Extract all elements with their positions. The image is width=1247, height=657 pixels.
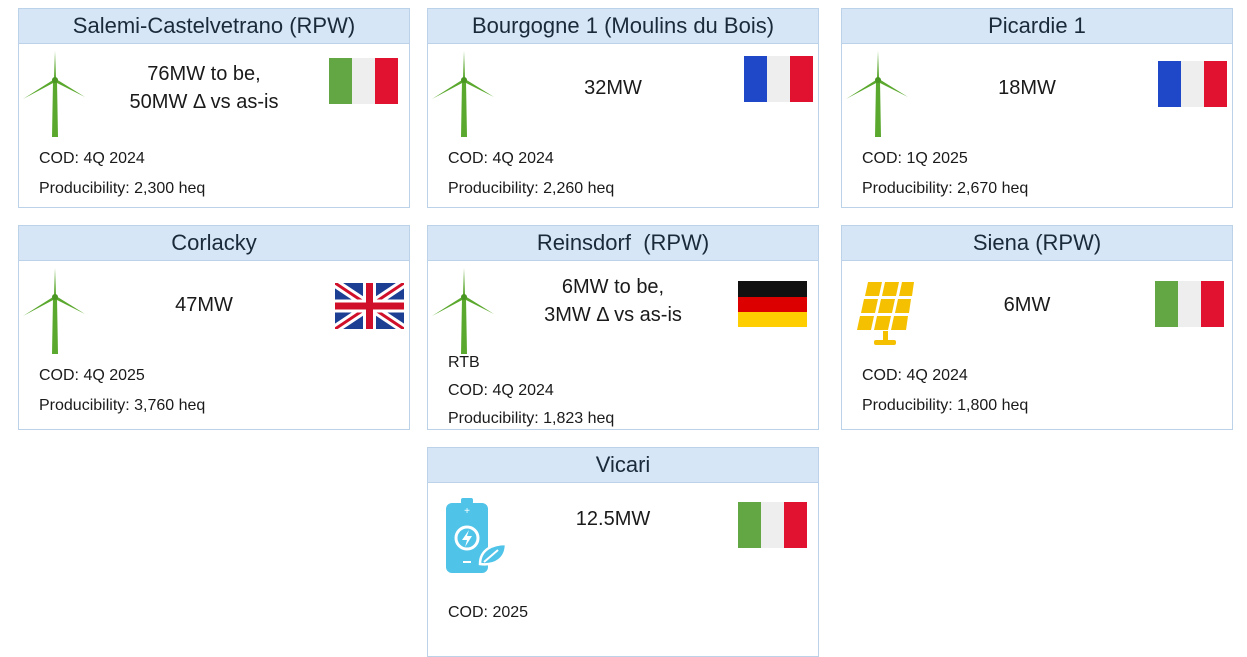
flag-france [744,56,813,102]
capacity: 32MW [513,53,713,123]
project-card: Siena (RPW) 6MW COD: 4Q 2024 Producibilit… [841,225,1233,430]
card-footer: COD: 4Q 2024 Producibility: 1,800 heq [862,351,1029,429]
battery-icon: + [446,498,508,573]
flag-uk [335,283,404,329]
flag-france [1158,61,1227,107]
solar-icon [857,282,914,345]
card-title: Siena (RPW) [842,226,1232,261]
flag-italy [738,502,807,548]
producibility: Producibility: 2,300 heq [39,180,206,197]
producibility: Producibility: 3,760 heq [39,397,206,414]
card-footer: COD: 4Q 2024 Producibility: 2,300 heq [39,134,206,207]
card-footer: COD: 4Q 2025 Producibility: 3,760 heq [39,351,206,429]
flag-germany [738,281,807,327]
capacity-line: 6MW [1003,294,1051,316]
project-card: Vicari + 12.5MW COD: 2025 [427,447,819,657]
card-title: Reinsdorf (RPW) [428,226,818,261]
capacity: 6MW to be, 3MW Δ vs as-is [513,266,713,336]
cod: COD: 4Q 2025 [39,367,145,384]
project-card: Picardie 1 18MW COD: 1Q 2025 Producibilit… [841,8,1233,208]
capacity-line: 6MW to be, [561,276,665,298]
producibility: Producibility: 2,260 heq [448,180,615,197]
wind-icon [23,268,85,354]
capacity-line: 12.5MW [575,508,651,530]
cod: COD: 4Q 2024 [39,150,145,167]
producibility: Producibility: 1,800 heq [862,397,1029,414]
capacity: 12.5MW [513,484,713,554]
card-title: Vicari [428,448,818,483]
cod: COD: 1Q 2025 [862,150,968,167]
card-footer: COD: 2025 [448,573,528,653]
project-card: Bourgogne 1 (Moulins du Bois) 32MW COD: … [427,8,819,208]
capacity-line: 50MW Δ vs as-is [129,91,279,113]
card-title: Bourgogne 1 (Moulins du Bois) [428,9,818,44]
cod: COD: 2025 [448,604,529,621]
wind-icon [432,268,494,354]
cod: COD: 4Q 2024 [448,382,554,399]
producibility: Producibility: 2,670 heq [862,180,1029,197]
project-card: Reinsdorf (RPW) 6MW to be, 3MW Δ vs as-is… [427,225,819,430]
plus-sign: + [464,506,470,517]
cod: COD: 4Q 2024 [862,367,968,384]
cod: COD: 4Q 2024 [448,150,554,167]
project-card: Corlacky 47MW COD: 4Q 2025 Producibility:… [18,225,410,430]
capacity: 6MW [927,270,1127,340]
capacity-line: 18MW [998,77,1056,99]
card-footer: COD: 4Q 2024 Producibility: 2,260 heq [448,134,615,207]
capacity-line: 3MW Δ vs as-is [544,304,682,326]
flag-italy [329,58,398,104]
card-footer: RTB COD: 4Q 2024 Producibility: 1,823 heq [448,351,615,429]
card-title: Picardie 1 [842,9,1232,44]
capacity-line: 76MW to be, [147,63,261,85]
wind-icon [23,51,85,137]
capacity: 18MW [927,53,1127,123]
capacity-line: 47MW [175,294,233,316]
card-footer: COD: 1Q 2025 Producibility: 2,670 heq [862,134,1029,207]
capacity: 76MW to be, 50MW Δ vs as-is [104,53,304,123]
capacity-line: 32MW [584,77,642,99]
producibility: Producibility: 1,823 heq [448,410,615,427]
wind-icon [432,51,494,137]
capacity: 47MW [104,270,304,340]
rtb: RTB [448,354,480,371]
flag-italy [1155,281,1224,327]
wind-icon [846,51,908,137]
card-title: Salemi-Castelvetrano (RPW) [19,9,409,44]
card-title: Corlacky [19,226,409,261]
project-card: Salemi-Castelvetrano (RPW) 76MW to be, 50… [18,8,410,208]
